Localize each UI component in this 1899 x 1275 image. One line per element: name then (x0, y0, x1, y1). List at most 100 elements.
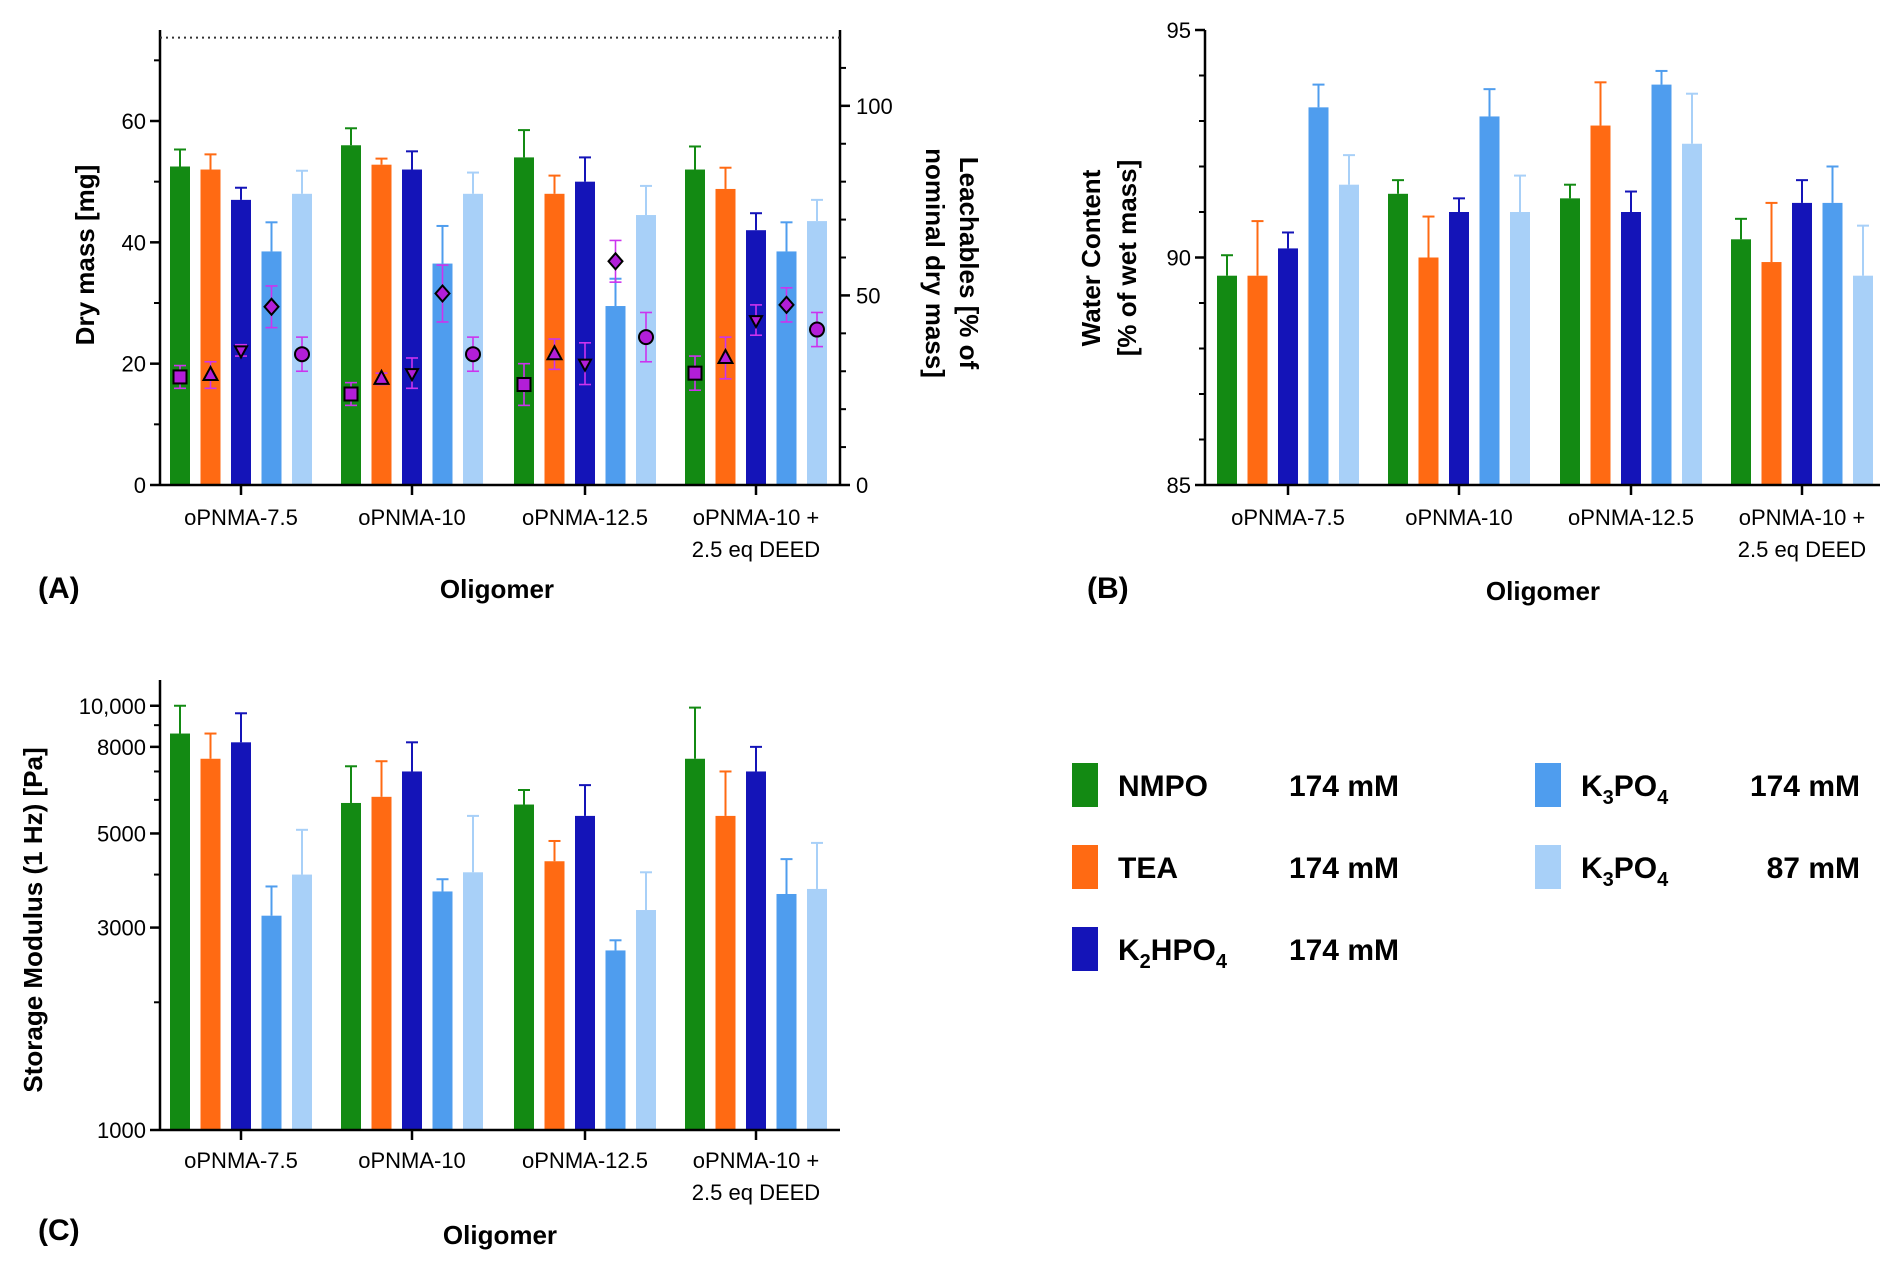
panel-a-leachable-marker-circle (294, 346, 310, 363)
panel-a-bar (402, 169, 422, 486)
panel-c-bar (402, 771, 422, 1130)
panel-a-bar (514, 157, 534, 485)
panel-a-leachable-marker-diamond (263, 297, 280, 317)
panel-c-x-axis-title: Oligomer (443, 1220, 557, 1250)
panel-c-bar (575, 815, 595, 1130)
panel-b-bar (1792, 202, 1812, 485)
panel-b-y-tick-label: 95 (1167, 18, 1191, 43)
panel-a-x-tick-label: oPNMA-12.5 (522, 505, 648, 530)
panel-b-bar (1560, 198, 1580, 485)
panel-c-x-tick-label: oPNMA-10 + (693, 1148, 820, 1173)
panel-c-y-tick-label: 10,000 (79, 694, 146, 719)
panel-a-y2-axis-title-line1: Leachables [% of (954, 157, 984, 370)
panel-a-leachable-marker-diamond (778, 295, 795, 315)
panel-a-y2-axis-title-line2: nominal dry mass] (920, 148, 950, 378)
panel-c-x-tick-label: oPNMA-10 (358, 1148, 466, 1173)
panel-a-bar (776, 251, 797, 485)
panel-a-leachable-marker-circle (638, 329, 654, 346)
panel-c-label: (C) (38, 1214, 80, 1247)
panel-b-x-tick-label: oPNMA-10 + (1739, 505, 1866, 530)
panel-b-bar (1651, 84, 1672, 485)
legend-swatch (1535, 845, 1561, 889)
panel-a-x-tick-label: 2.5 eq DEED (692, 537, 820, 562)
panel-c-bar (261, 915, 282, 1130)
panel-b-bar (1731, 239, 1751, 485)
panel-c-bar (605, 950, 626, 1130)
panel-b-y-tick-label: 90 (1167, 246, 1191, 271)
panel-c-bar (200, 758, 221, 1130)
panel-a-y2-tick-label: 50 (856, 283, 880, 308)
panel-b-x-tick-label: oPNMA-7.5 (1231, 505, 1345, 530)
panel-a-y2-tick-label: 100 (856, 94, 893, 119)
panel-a-y2-tick-label: 0 (856, 473, 868, 498)
panel-b-bar (1682, 143, 1702, 485)
panel-a-y-tick-label: 40 (122, 230, 146, 255)
panel-a-bar (685, 169, 705, 486)
panel-a-bar (231, 199, 251, 485)
panel-a-leachable-marker-triangle-up (201, 364, 220, 382)
panel-c-y-axis-title: Storage Modulus (1 Hz) [Pa] (18, 747, 48, 1092)
panel-b-bar (1479, 116, 1500, 485)
panel-b-x-tick-label: oPNMA-12.5 (1568, 505, 1694, 530)
panel-a-leachable-marker-triangle-up (545, 344, 564, 361)
panel-c-x-tick-label: 2.5 eq DEED (692, 1180, 820, 1205)
panel-b-bar (1308, 107, 1329, 485)
panel-a-leachable-marker-circle (465, 346, 481, 363)
legend-swatch (1535, 763, 1561, 807)
panel-a-label: (A) (38, 572, 80, 605)
panel-b-x-axis-title: Oligomer (1486, 576, 1600, 606)
panel-c-bar (746, 771, 766, 1130)
panel-c-bar (776, 893, 797, 1130)
panel-b-y-axis-title-line1: Water Content (1076, 169, 1106, 346)
panel-b-x-tick-label: oPNMA-10 (1405, 505, 1513, 530)
panel-b-y-tick-label: 85 (1167, 473, 1191, 498)
panel-a-x-tick-label: oPNMA-10 + (693, 505, 820, 530)
panel-a-leachable-marker-square (687, 365, 703, 381)
panel-a-leachable-marker-circle (809, 321, 825, 338)
panel-a-leachable-marker-diamond (434, 284, 451, 304)
panel-a-bar (432, 263, 453, 485)
panel-a-bar (170, 166, 190, 485)
panel-c-bar (544, 861, 565, 1130)
panel-a-leachable-marker-triangle-down (404, 368, 420, 383)
panel-b-bar (1510, 212, 1530, 485)
panel-a-bar (746, 230, 766, 485)
panel-a-bar (605, 306, 626, 485)
panel-a-leachable-marker-triangle-down (233, 345, 249, 360)
panel-c-y-tick-label: 1000 (97, 1118, 146, 1143)
panel-a-x-axis-title: Oligomer (440, 574, 554, 604)
panel-b-bar (1418, 257, 1439, 485)
legend-swatch (1072, 927, 1098, 971)
panel-c-bar (685, 758, 705, 1130)
panel-a-leachable-marker-square (172, 369, 188, 385)
panel-c-bar (371, 796, 392, 1130)
panel-c-y-tick-label: 5000 (97, 821, 146, 846)
legend-label: K3PO4 (1581, 852, 1669, 891)
panel-a-leachable-marker-square (516, 377, 532, 393)
panel-c-y-tick-label: 3000 (97, 916, 146, 941)
legend-concentration: 174 mM (1289, 770, 1399, 803)
legend-swatch (1072, 845, 1098, 889)
legend-concentration: 87 mM (1767, 852, 1860, 885)
legend-concentration: 174 mM (1750, 770, 1860, 803)
panel-b-bar (1339, 184, 1359, 485)
panel-c-bar (636, 910, 656, 1130)
panel-b-bar (1590, 125, 1611, 486)
panel-a-leachable-marker-square (343, 386, 359, 402)
panel-a-y-tick-label: 60 (122, 109, 146, 134)
legend-swatch (1072, 763, 1098, 807)
panel-b-x-tick-label: 2.5 eq DEED (1738, 537, 1866, 562)
panel-a-bar (575, 181, 595, 485)
panel-a-leachable-marker-triangle-down (748, 315, 764, 330)
panel-b-bar (1247, 275, 1268, 485)
panel-c-bar (463, 872, 483, 1130)
panel-a-leachable-marker-triangle-up (716, 347, 735, 364)
legend-concentration: 174 mM (1289, 852, 1399, 885)
panel-c-x-tick-label: oPNMA-12.5 (522, 1148, 648, 1173)
panel-c-bar (292, 874, 312, 1130)
panel-a-x-tick-label: oPNMA-7.5 (184, 505, 298, 530)
panel-c-bar (715, 815, 736, 1130)
panel-b-bar (1761, 262, 1782, 485)
panel-a-x-tick-label: oPNMA-10 (358, 505, 466, 530)
panel-a-bar (200, 169, 221, 486)
